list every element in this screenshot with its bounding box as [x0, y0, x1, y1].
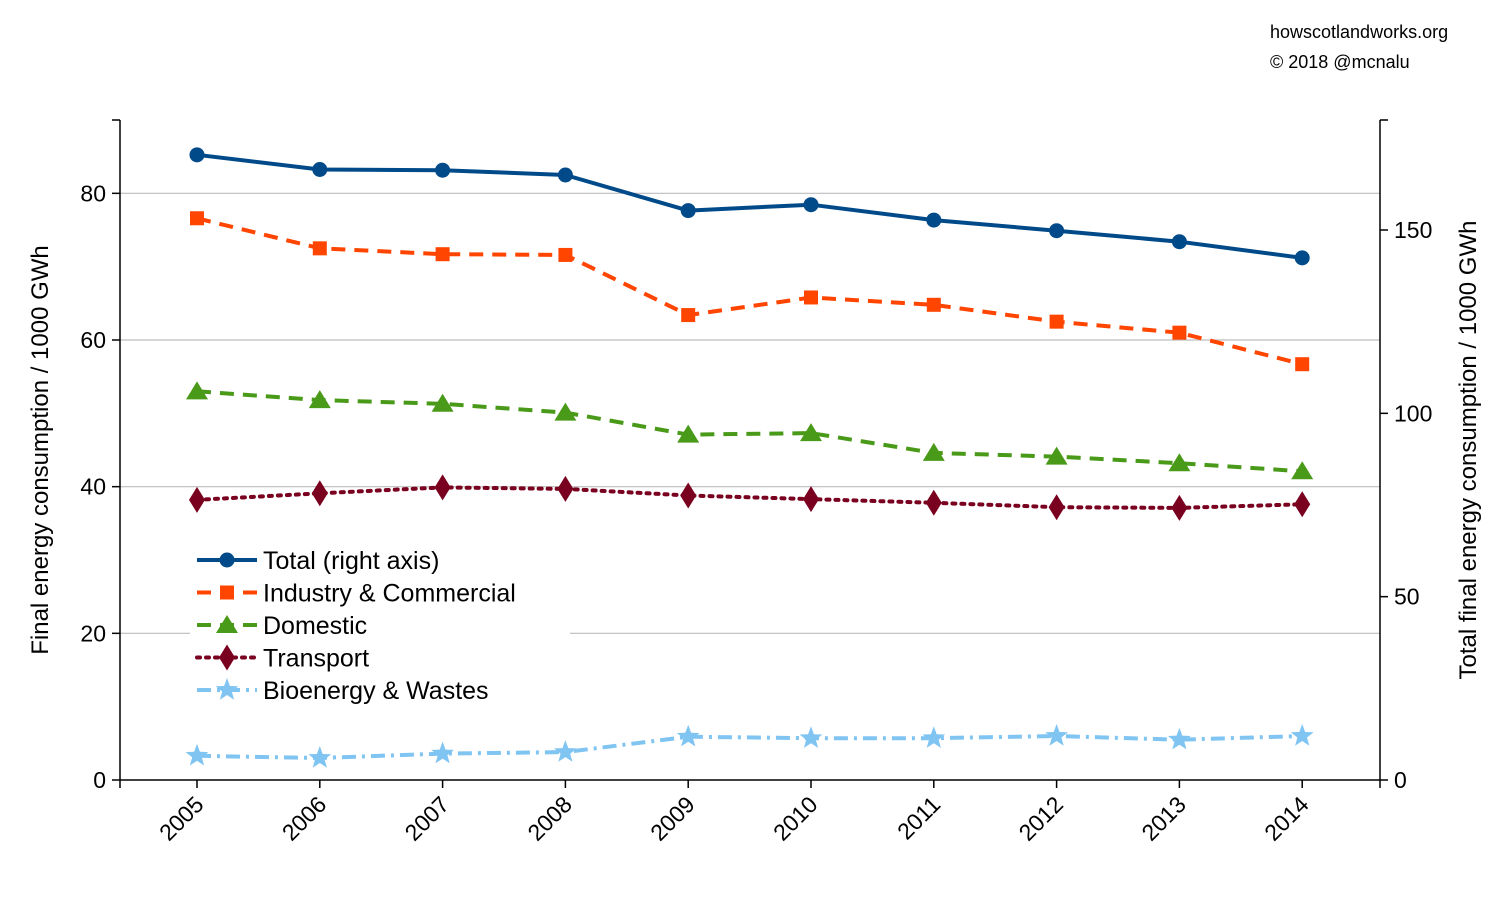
series-line	[196, 734, 1303, 760]
data-point	[1291, 461, 1314, 480]
data-point	[1049, 314, 1064, 329]
legend-label: Industry & Commercial	[263, 580, 516, 608]
data-point	[554, 740, 577, 762]
data-point	[1294, 491, 1311, 518]
data-point	[435, 247, 450, 262]
legend-label: Transport	[263, 645, 369, 673]
y-axis-label-left: Final energy consumption / 1000 GWh	[27, 245, 54, 655]
data-point	[186, 381, 208, 400]
x-tick-label: 2013	[1136, 791, 1191, 846]
data-point	[1294, 250, 1310, 266]
y-tick-label-left: 80	[80, 180, 106, 206]
x-tick-label: 2014	[1259, 791, 1314, 846]
legend-marker	[220, 585, 234, 600]
series-line	[196, 216, 1303, 367]
legend-marker	[216, 615, 238, 633]
data-point	[554, 402, 577, 421]
data-point	[922, 442, 945, 461]
x-tick-label: 2007	[400, 791, 455, 846]
data-point	[185, 743, 209, 766]
legend-label: Domestic	[263, 612, 367, 640]
series-line	[196, 389, 1303, 474]
series-line	[196, 152, 1303, 260]
series-3	[189, 474, 1311, 521]
data-point	[1168, 727, 1191, 750]
legend: Total (right axis) Industry & Commercial D…	[190, 540, 570, 708]
data-point	[308, 390, 331, 409]
data-point	[558, 247, 573, 262]
legend-label: Bioenergy & Wastes	[263, 677, 489, 705]
data-point	[681, 308, 696, 323]
credit-site: howscotlandworks.org	[1270, 22, 1449, 42]
series-2	[186, 381, 1314, 480]
data-point	[1168, 453, 1191, 472]
data-point	[804, 290, 818, 305]
x-tick-label: 2012	[1014, 791, 1069, 846]
data-point	[557, 475, 574, 502]
legend-marker	[215, 678, 239, 700]
data-point	[1049, 223, 1065, 239]
data-point	[926, 297, 941, 312]
data-point	[1172, 325, 1187, 340]
y-tick-label-right: 0	[1394, 767, 1407, 793]
series-line	[195, 485, 1305, 510]
data-point	[190, 211, 204, 226]
x-tick-label: 2011	[892, 791, 945, 844]
x-tick-label: 2009	[645, 791, 700, 846]
data-point	[1045, 446, 1068, 465]
data-point	[803, 486, 819, 513]
x-tick-label: 2005	[154, 791, 209, 846]
data-point	[189, 486, 205, 513]
data-point	[925, 489, 942, 516]
data-point	[677, 424, 700, 443]
data-point	[312, 241, 327, 256]
y-tick-label-left: 40	[80, 474, 106, 500]
data-point	[803, 197, 819, 213]
data-point	[308, 746, 332, 768]
data-point	[926, 212, 942, 228]
data-point	[922, 726, 946, 748]
series-group	[185, 147, 1314, 768]
y-tick-label-right: 100	[1394, 400, 1432, 426]
y-tick-label-right: 150	[1394, 217, 1432, 243]
data-point	[434, 474, 451, 501]
legend-marker	[219, 552, 235, 568]
data-point	[680, 203, 696, 219]
legend-label: Total (right axis)	[263, 547, 439, 575]
data-point	[435, 162, 451, 178]
legend-marker	[219, 644, 235, 671]
data-point	[1171, 234, 1187, 250]
data-point	[557, 167, 573, 183]
data-point	[800, 423, 822, 442]
x-tick-label: 2008	[522, 791, 577, 846]
data-point	[1290, 724, 1314, 746]
y-tick-label-left: 0	[93, 767, 106, 793]
y-axis-label-right: Total final energy consumption / 1000 GW…	[1455, 221, 1482, 680]
data-point	[431, 741, 454, 764]
x-tick-label: 2006	[277, 791, 332, 846]
data-point	[680, 482, 697, 509]
series-4	[185, 724, 1314, 768]
y-tick-label-left: 20	[80, 620, 106, 646]
x-tick-label: 2010	[768, 791, 823, 846]
data-point	[189, 147, 205, 163]
data-point	[1045, 724, 1068, 746]
series-1	[190, 211, 1310, 372]
credit-copyright: © 2018 @mcnalu	[1270, 52, 1410, 72]
data-point	[312, 162, 328, 177]
data-point	[1295, 357, 1310, 372]
series-0	[189, 147, 1310, 266]
y-tick-label-right: 50	[1394, 584, 1420, 610]
data-point	[431, 393, 454, 412]
data-point	[676, 724, 700, 747]
data-point	[311, 480, 328, 507]
y-tick-label-left: 60	[80, 327, 106, 353]
data-point	[1171, 494, 1188, 521]
data-point	[1048, 494, 1065, 521]
data-point	[799, 726, 823, 748]
